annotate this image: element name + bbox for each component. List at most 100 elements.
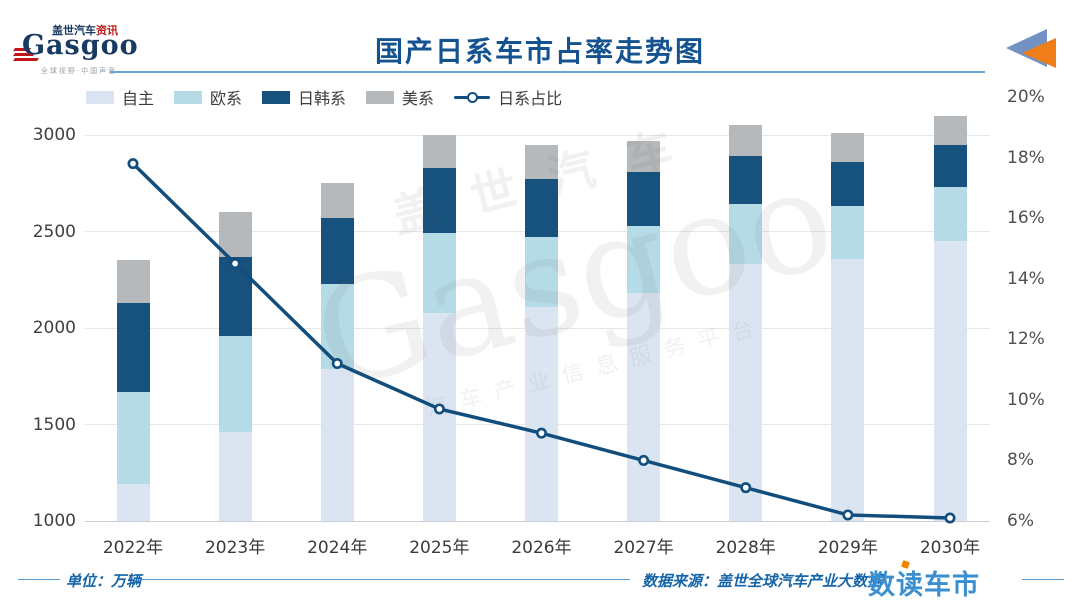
bar-segment-欧系-2025年 — [422, 233, 456, 313]
bar-segment-日韩系-2028年 — [729, 156, 763, 205]
left-axis-tick: 1000 — [32, 511, 76, 531]
right-axis-tick: 8% — [1007, 450, 1034, 471]
legend-swatch-icon — [366, 90, 395, 104]
line-marker-2029年 — [842, 509, 854, 521]
left-axis-tick: 3000 — [32, 125, 76, 145]
x-axis-label: 2026年 — [511, 538, 572, 558]
bar-segment-日韩系-2024年 — [320, 217, 354, 284]
title-underline — [110, 71, 985, 73]
legend-label: 美系 — [402, 89, 435, 108]
legend-item-日韩系: 日韩系 — [262, 85, 346, 109]
line-marker-2026年 — [535, 427, 547, 439]
footer-divider-right — [1022, 579, 1064, 580]
bar-segment-欧系-2023年 — [218, 335, 252, 433]
bar-segment-欧系-2027年 — [627, 225, 661, 294]
x-axis-line — [85, 520, 990, 522]
gasgoo-logo-tagline: 全球视野·中国声音 — [40, 67, 118, 75]
footer-divider-left — [18, 579, 60, 580]
bar-segment-自主-2028年 — [729, 264, 763, 521]
bar-segment-自主-2026年 — [525, 306, 558, 521]
legend-item-日系占比: 日系占比 — [454, 85, 562, 109]
bar-segment-欧系-2026年 — [525, 237, 558, 307]
gasgoo-logo-cn-main: 盖世汽车 — [52, 24, 96, 37]
bar-segment-日韩系-2023年 — [218, 256, 252, 336]
legend-item-自主: 自主 — [86, 85, 154, 109]
legend-swatch-icon — [86, 90, 114, 104]
bar-segment-日韩系-2029年 — [831, 162, 865, 207]
right-axis-tick: 12% — [1007, 329, 1045, 350]
line-marker-2025年 — [433, 403, 445, 415]
legend-item-美系: 美系 — [366, 85, 434, 109]
bar-segment-美系-2023年 — [218, 212, 252, 257]
line-marker-2022年 — [127, 158, 139, 170]
x-axis-label: 2022年 — [102, 538, 164, 558]
line-marker-2027年 — [638, 454, 650, 466]
x-axis-label: 2029年 — [817, 538, 878, 558]
right-axis-tick: 16% — [1007, 208, 1045, 229]
legend-label: 日系占比 — [498, 89, 563, 108]
bar-segment-日韩系-2030年 — [933, 144, 967, 188]
bar-segment-美系-2027年 — [627, 140, 661, 172]
bar-segment-欧系-2022年 — [116, 391, 150, 485]
footer-divider-middle — [142, 579, 630, 580]
right-axis-tick: 20% — [1007, 87, 1045, 107]
x-axis-label: 2023年 — [204, 538, 266, 558]
chart-legend: 自主 欧系 日韩系 美系 日系占比 — [86, 85, 572, 109]
bar-segment-日韩系-2027年 — [627, 171, 661, 226]
data-source-label: 数据来源：盖世全球汽车产业大数据 — [642, 572, 883, 590]
bar-segment-自主-2027年 — [627, 293, 661, 521]
bar-segment-美系-2024年 — [320, 183, 354, 218]
page-title: 国产日系车市占率走势图 — [374, 35, 705, 68]
gasgoo-logo: 盖世汽车资讯 Gasgoo 全球视野·中国声音 — [12, 22, 144, 78]
bar-segment-自主-2030年 — [933, 241, 967, 521]
bar-segment-美系-2028年 — [729, 125, 763, 157]
bar-segment-美系-2026年 — [525, 144, 558, 180]
bar-segment-美系-2022年 — [116, 260, 150, 303]
bar-segment-自主-2024年 — [320, 368, 354, 521]
gasgoo-logo-wordmark: Gasgoo — [22, 30, 139, 61]
legend-label: 日韩系 — [298, 89, 347, 108]
legend-swatch-icon — [174, 90, 203, 104]
bar-segment-美系-2029年 — [831, 133, 865, 162]
unit-label: 单位：万辆 — [66, 572, 142, 590]
bar-segment-欧系-2029年 — [831, 206, 865, 259]
right-axis-tick: 18% — [1007, 147, 1045, 168]
gridline-3000 — [85, 134, 990, 136]
legend-swatch-icon — [262, 90, 291, 104]
right-axis-tick: 14% — [1007, 268, 1045, 289]
line-marker-2023年 — [229, 258, 241, 270]
bar-segment-日韩系-2022年 — [116, 302, 150, 392]
bar-segment-美系-2030年 — [933, 115, 967, 145]
legend-label: 欧系 — [210, 89, 243, 108]
x-axis-label: 2028年 — [715, 538, 776, 558]
bar-segment-自主-2023年 — [218, 432, 252, 521]
gasgoo-logo-cn-suffix: 资讯 — [96, 24, 118, 37]
legend-item-欧系: 欧系 — [174, 85, 242, 109]
x-axis-label: 2025年 — [409, 538, 470, 558]
shuducheshi-logo-text: 数读车市 — [868, 570, 980, 601]
right-axis-tick: 6% — [1007, 511, 1034, 531]
bar-segment-日韩系-2025年 — [422, 167, 456, 234]
bar-segment-欧系-2028年 — [729, 204, 763, 265]
x-axis-label: 2030年 — [919, 538, 981, 558]
left-axis-tick: 1500 — [32, 414, 76, 435]
shuducheshi-logo: 数读车市 — [868, 560, 980, 602]
bar-segment-美系-2025年 — [422, 135, 456, 168]
right-axis-tick: 10% — [1007, 389, 1045, 410]
line-marker-2024年 — [331, 358, 343, 370]
corner-triangle-orange-icon — [1022, 38, 1056, 68]
bar-segment-自主-2025年 — [422, 312, 456, 521]
shuducheshi-accent-icon — [901, 560, 910, 569]
line-marker-2030年 — [944, 512, 956, 524]
bar-segment-自主-2022年 — [116, 484, 150, 521]
left-axis-tick: 2500 — [32, 221, 76, 242]
legend-label: 自主 — [122, 89, 155, 108]
legend-line-marker-icon — [454, 91, 491, 104]
gasgoo-logo-cn: 盖世汽车资讯 — [52, 22, 118, 38]
x-axis-label: 2024年 — [307, 538, 368, 558]
bar-segment-自主-2029年 — [831, 258, 865, 521]
line-marker-2028年 — [740, 482, 752, 494]
